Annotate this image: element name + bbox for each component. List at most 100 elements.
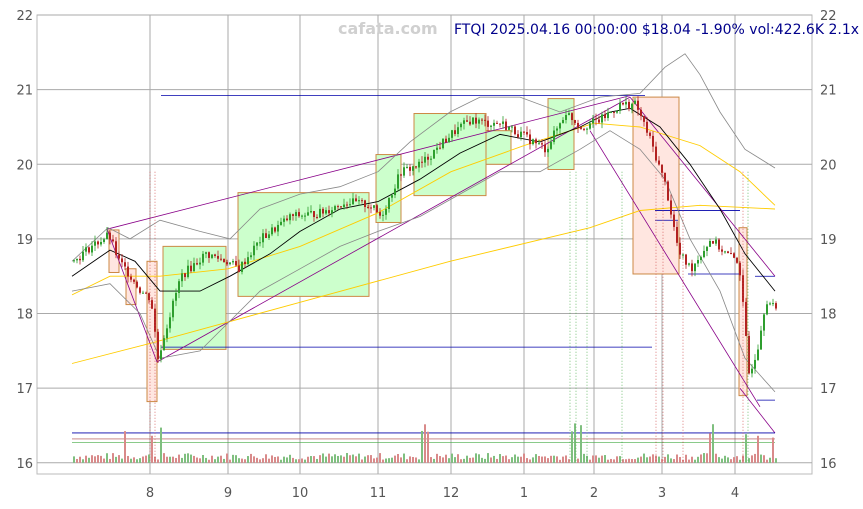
volume-bar [619,456,621,463]
volume-bar [502,456,504,463]
volume-bar [688,459,690,463]
candle-body [358,200,360,202]
x-tick-label: 3 [658,486,666,501]
candle-body [652,135,654,147]
volume-bar [250,453,252,463]
candle-body [109,232,111,240]
candle-body [283,218,285,222]
candle-body [637,100,639,110]
candle-body [442,138,444,149]
long-moving-average [71,204,776,364]
candle-body [388,197,390,209]
candle-body [607,112,609,119]
volume-bar [580,425,582,463]
candle-body [148,293,150,301]
volume-bar [163,453,165,463]
volume-bar [226,453,228,463]
volume-bar [430,457,432,463]
candle-body [163,338,165,351]
consolidation-box [413,113,487,197]
candle-body [706,246,708,251]
volume-bar [481,457,483,463]
candle-body [742,275,744,302]
candle-body [643,115,645,122]
volume-bar [595,455,597,463]
candle-body [694,263,696,272]
volume-bar [769,457,771,463]
candle-body [175,292,177,301]
volume-bar [721,458,723,463]
volume-bar [199,458,201,463]
candle-body [604,114,606,119]
candle-body [691,263,693,272]
volume-bar [574,423,576,463]
volume-bar [658,456,660,463]
candle-body [211,254,213,258]
candle-body [193,263,195,272]
volume-bar [325,456,327,463]
candle-body [511,126,513,128]
volume-bar [541,456,543,463]
volume-bar [331,456,333,463]
candle-body [745,301,747,336]
volume-bar [427,431,429,463]
volume-bar [364,456,366,463]
volume-bar [388,458,390,463]
candle-body [502,121,504,124]
candle-body [259,242,261,244]
y-tick-label-left: 18 [16,308,33,323]
candle-body [523,131,525,133]
volume-bar [628,458,630,463]
candle-body [490,125,492,127]
volume-bar [322,453,324,463]
volume-bar [259,459,261,463]
volume-bar [352,454,354,463]
candle-body [262,233,264,243]
volume-bar [748,458,750,463]
volume-bar [451,453,453,463]
volume-bar [454,457,456,463]
volume-bar [271,455,273,463]
candle-body [187,265,189,278]
candle-body [361,200,363,202]
trend-line [629,96,776,277]
candle-body [157,331,159,360]
candle-body [385,208,387,215]
candle-body [118,254,120,259]
volume-bar [670,458,672,463]
candle-body [589,123,591,129]
volume-bar [625,459,627,463]
candle-body [619,102,621,111]
volume-bar [232,454,234,463]
volume-bar [79,456,81,463]
volume-bar [730,459,732,463]
volume-bar [544,456,546,463]
candle-body [250,255,252,258]
candle-body [751,368,753,374]
candle-body [172,300,174,318]
volume-bar [412,456,414,463]
candle-body [457,127,459,135]
candle-body [244,261,246,265]
volume-bar [526,458,528,463]
volume-bar [376,457,378,463]
volume-bar [484,458,486,463]
volume-bar [532,457,534,463]
volume-bar [562,456,564,463]
volume-bar [598,457,600,463]
volume-bar [616,456,618,463]
candle-body [748,335,750,374]
candle-body [190,265,192,272]
volume-bar [508,459,510,463]
volume-bar [715,453,717,463]
candle-body [658,160,660,165]
y-tick-label-left: 20 [16,158,33,173]
volume-bar [256,457,258,463]
volume-bar [316,458,318,463]
candle-body [415,166,417,168]
x-tick-label: 1 [520,486,528,501]
candle-body [532,139,534,145]
volume-bar [379,453,381,463]
candle-body [322,208,324,214]
volume-bar [355,456,357,463]
